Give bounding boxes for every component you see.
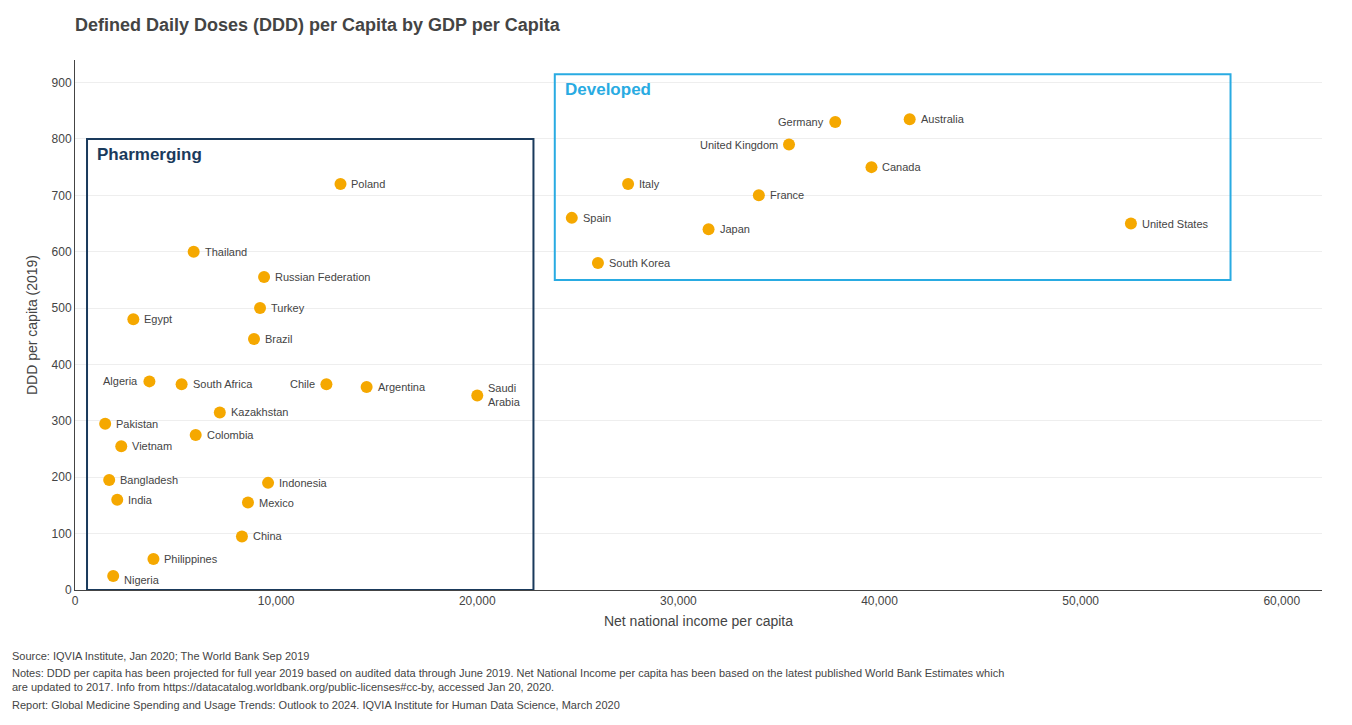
svg-text:Turkey: Turkey bbox=[271, 302, 305, 314]
svg-text:Nigeria: Nigeria bbox=[124, 574, 160, 586]
svg-text:Colombia: Colombia bbox=[207, 429, 254, 441]
svg-text:Indonesia: Indonesia bbox=[279, 477, 328, 489]
svg-text:United Kingdom: United Kingdom bbox=[700, 139, 778, 151]
svg-text:South Africa: South Africa bbox=[193, 378, 253, 390]
svg-text:Thailand: Thailand bbox=[205, 246, 247, 258]
svg-text:Argentina: Argentina bbox=[378, 381, 426, 393]
svg-text:Developed: Developed bbox=[565, 80, 651, 99]
svg-text:30,000: 30,000 bbox=[660, 594, 697, 608]
svg-text:United States: United States bbox=[1142, 218, 1209, 230]
svg-text:India: India bbox=[128, 494, 153, 506]
svg-text:Net national income per capita: Net national income per capita bbox=[604, 613, 793, 629]
svg-text:South Korea: South Korea bbox=[609, 257, 671, 269]
svg-text:Pharmerging: Pharmerging bbox=[97, 145, 202, 164]
svg-text:700: 700 bbox=[52, 189, 72, 203]
svg-text:France: France bbox=[770, 189, 804, 201]
svg-text:100: 100 bbox=[52, 527, 72, 541]
svg-text:Australia: Australia bbox=[921, 113, 965, 125]
svg-text:Bangladesh: Bangladesh bbox=[120, 474, 178, 486]
svg-text:50,000: 50,000 bbox=[1062, 594, 1099, 608]
svg-text:200: 200 bbox=[52, 470, 72, 484]
svg-text:Defined Daily Doses (DDD) per: Defined Daily Doses (DDD) per Capita by … bbox=[75, 15, 561, 35]
svg-text:20,000: 20,000 bbox=[459, 594, 496, 608]
svg-text:600: 600 bbox=[52, 245, 72, 259]
svg-text:Egypt: Egypt bbox=[144, 313, 172, 325]
svg-text:Pakistan: Pakistan bbox=[116, 418, 158, 430]
svg-text:Spain: Spain bbox=[583, 212, 611, 224]
svg-text:60,000: 60,000 bbox=[1263, 594, 1300, 608]
svg-text:40,000: 40,000 bbox=[861, 594, 898, 608]
svg-text:Kazakhstan: Kazakhstan bbox=[231, 406, 288, 418]
svg-text:Chile: Chile bbox=[290, 378, 315, 390]
svg-text:Germany: Germany bbox=[778, 116, 824, 128]
svg-text:800: 800 bbox=[52, 132, 72, 146]
svg-text:Italy: Italy bbox=[639, 178, 660, 190]
svg-text:Canada: Canada bbox=[882, 161, 921, 173]
svg-text:0: 0 bbox=[72, 594, 79, 608]
svg-text:Notes: DDD per capita has been: Notes: DDD per capita has been projected… bbox=[12, 667, 1004, 693]
svg-text:300: 300 bbox=[52, 414, 72, 428]
svg-text:Brazil: Brazil bbox=[265, 333, 293, 345]
svg-text:900: 900 bbox=[52, 76, 72, 90]
svg-text:Philippines: Philippines bbox=[164, 553, 218, 565]
svg-text:Algeria: Algeria bbox=[103, 375, 138, 387]
svg-text:DDD per capita (2019): DDD per capita (2019) bbox=[24, 255, 40, 395]
svg-text:Poland: Poland bbox=[351, 178, 385, 190]
svg-text:0: 0 bbox=[65, 583, 72, 597]
svg-text:China: China bbox=[253, 530, 283, 542]
svg-text:SaudiArabia: SaudiArabia bbox=[488, 382, 521, 408]
svg-text:Russian Federation: Russian Federation bbox=[275, 271, 370, 283]
svg-text:Report: Global Medicine Spendi: Report: Global Medicine Spending and Usa… bbox=[12, 699, 620, 711]
svg-text:10,000: 10,000 bbox=[258, 594, 295, 608]
svg-text:500: 500 bbox=[52, 301, 72, 315]
svg-text:Mexico: Mexico bbox=[259, 497, 294, 509]
svg-text:Japan: Japan bbox=[720, 223, 750, 235]
svg-text:Vietnam: Vietnam bbox=[132, 440, 172, 452]
svg-text:400: 400 bbox=[52, 358, 72, 372]
svg-text:Source: IQVIA Institute, Jan 2: Source: IQVIA Institute, Jan 2020; The W… bbox=[12, 650, 309, 662]
